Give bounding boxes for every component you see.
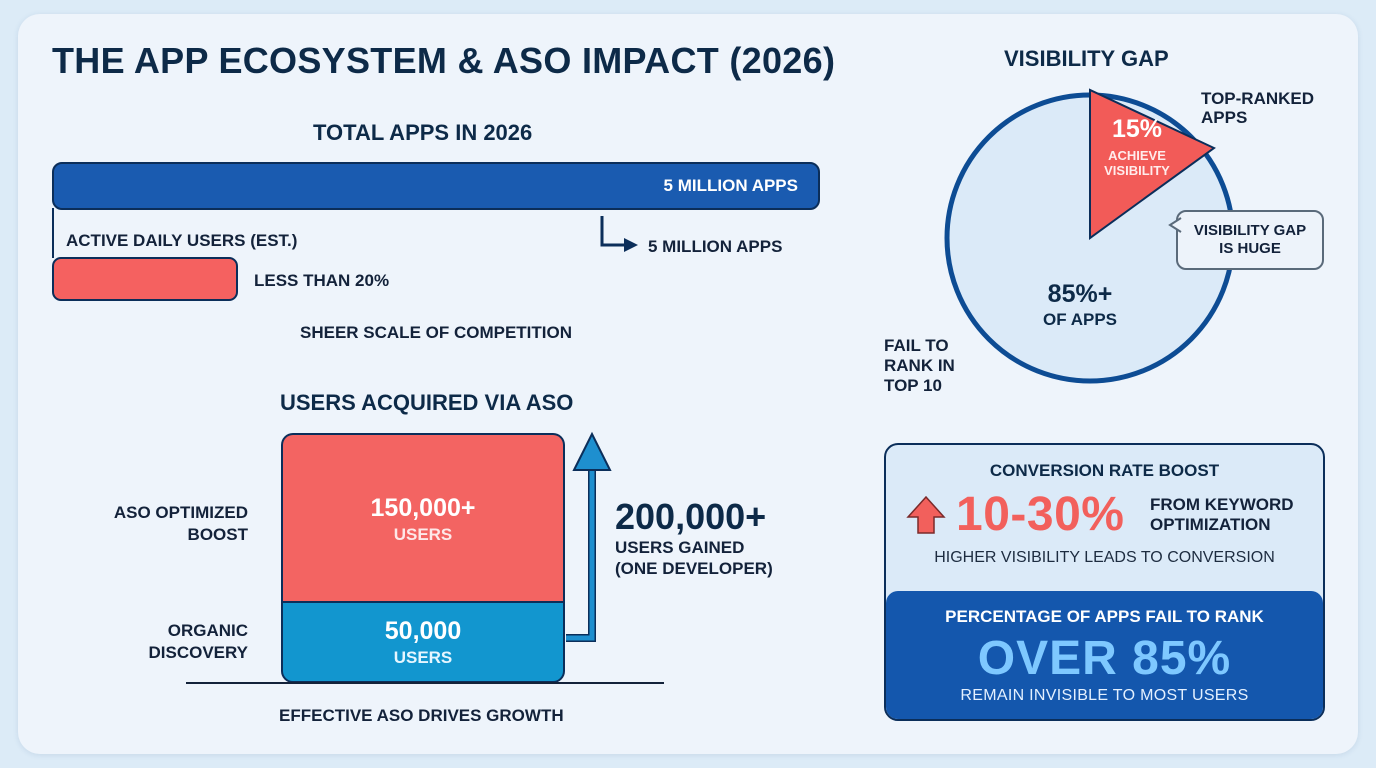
fail-panel xyxy=(886,591,1323,719)
boost-label-line2: BOOST xyxy=(187,525,248,544)
fail-sub: REMAIN INVISIBLE TO MOST USERS xyxy=(960,687,1249,704)
top-value: 15% xyxy=(1111,115,1163,143)
arrow-label: 5 MILLION APPS xyxy=(648,237,783,256)
total-apps-bar: 5 MILLION APPS xyxy=(52,162,820,210)
conversion-desc-line1: FROM KEYWORD xyxy=(1150,495,1294,514)
fail-label-line1: FAIL TO xyxy=(884,336,949,355)
top-label-line1: TOP-RANKED xyxy=(1201,89,1315,108)
conversion-panel: CONVERSION RATE BOOST 10-30% FROM KEYWOR… xyxy=(884,443,1325,721)
top-sub-line2: VISIBILITY xyxy=(1104,163,1170,178)
conversion-desc-line2: OPTIMIZATION xyxy=(1150,515,1271,534)
pie-slice-top xyxy=(1089,88,1216,240)
active-users-bar xyxy=(52,257,238,301)
aso-caption: EFFECTIVE ASO DRIVES GROWTH xyxy=(279,706,564,725)
callout-line2: IS HUGE xyxy=(1219,240,1281,257)
total-apps-bar-label: 5 MILLION APPS xyxy=(663,176,798,195)
boost-label: ASO OPTIMIZED BOOST xyxy=(60,502,248,546)
top-ranked-label: TOP-RANKED APPS xyxy=(1201,89,1314,127)
bracket-line xyxy=(52,208,54,258)
conversion-value: 10-30% xyxy=(956,488,1125,541)
total-sub-line2: (ONE DEVELOPER) xyxy=(615,559,773,578)
fail-label-line3: TOP 10 xyxy=(884,376,942,395)
fail-label-line2: RANK IN xyxy=(884,356,955,375)
conversion-note: HIGHER VISIBILITY LEADS TO CONVERSION xyxy=(934,549,1275,566)
visibility-title: VISIBILITY GAP xyxy=(1004,46,1169,71)
page-title: THE APP ECOSYSTEM & ASO IMPACT (2026) xyxy=(52,40,836,81)
visibility-callout: VISIBILITY GAP IS HUGE xyxy=(1176,210,1324,270)
total-sub-line1: USERS GAINED xyxy=(615,538,745,557)
conversion-title: CONVERSION RATE BOOST xyxy=(989,461,1220,480)
rest-sub: OF APPS xyxy=(1043,310,1117,329)
top-sub-line1: ACHIEVE xyxy=(1108,148,1166,163)
total-users-value: 200,000+ xyxy=(615,496,767,537)
total-users-sub: USERS GAINED (ONE DEVELOPER) xyxy=(615,537,773,579)
organic-segment: 50,000 USERS xyxy=(281,601,565,683)
scale-caption: SHEER SCALE OF COMPETITION xyxy=(300,323,573,342)
total-apps-title: TOTAL APPS IN 2026 xyxy=(313,120,533,145)
fail-value: OVER 85% xyxy=(977,632,1232,685)
rest-value: 85%+ xyxy=(1047,280,1113,308)
boost-label-line1: ASO OPTIMIZED xyxy=(113,503,248,522)
chart-baseline xyxy=(186,682,664,684)
conversion-desc: FROM KEYWORD OPTIMIZATION xyxy=(1150,495,1294,535)
growth-arrow-icon xyxy=(566,431,612,642)
fail-title: PERCENTAGE OF APPS FAIL TO RANK xyxy=(945,607,1264,626)
active-users-label: ACTIVE DAILY USERS (EST.) xyxy=(66,231,298,250)
callout-pointer-icon xyxy=(1168,217,1182,233)
organic-label-line1: ORGANIC xyxy=(167,621,248,640)
aso-boost-segment: 150,000+ USERS xyxy=(281,433,565,603)
top-sub: ACHIEVE VISIBILITY xyxy=(1092,148,1182,178)
callout-line1: VISIBILITY GAP xyxy=(1193,222,1307,239)
elbow-arrow-icon xyxy=(600,216,638,252)
up-arrow-icon xyxy=(906,495,946,534)
organic-label: ORGANIC DISCOVERY xyxy=(60,620,248,664)
top-label-line2: APPS xyxy=(1201,108,1248,127)
organic-label-line2: DISCOVERY xyxy=(148,643,248,662)
boost-unit: USERS xyxy=(393,524,453,544)
organic-unit: USERS xyxy=(393,647,453,667)
aso-title: USERS ACQUIRED VIA ASO xyxy=(280,390,574,415)
fail-label: FAIL TO RANK IN TOP 10 xyxy=(884,336,955,396)
boost-value: 150,000+ xyxy=(370,493,476,522)
active-users-bar-label: LESS THAN 20% xyxy=(254,271,390,290)
organic-value: 50,000 xyxy=(384,616,462,645)
